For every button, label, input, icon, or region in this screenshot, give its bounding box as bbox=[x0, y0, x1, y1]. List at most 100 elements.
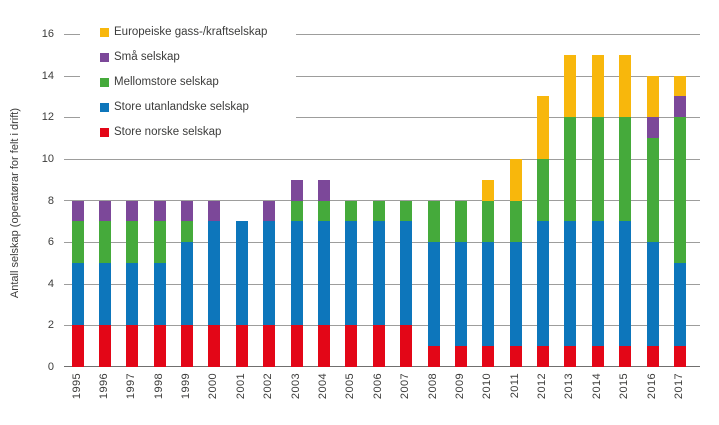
x-tick-label-2009: 2009 bbox=[454, 373, 466, 400]
gridline-y16 bbox=[64, 34, 700, 35]
bar-segment-2014 bbox=[592, 54, 604, 118]
bar-segment-2005 bbox=[345, 200, 357, 222]
bar-segment-1999 bbox=[181, 242, 193, 326]
bar-segment-2015 bbox=[619, 221, 631, 347]
bar-segment-2014 bbox=[592, 346, 604, 367]
x-tick-label-2002: 2002 bbox=[262, 373, 274, 400]
x-tick-label-2012: 2012 bbox=[536, 373, 548, 400]
bar-segment-1998 bbox=[154, 325, 166, 367]
x-tick-label-2003: 2003 bbox=[290, 373, 302, 400]
bar-segment-1999 bbox=[181, 221, 193, 243]
bar-segment-2007 bbox=[400, 200, 412, 222]
bar-1995 bbox=[72, 200, 84, 367]
y-tick-label-4: 4 bbox=[47, 278, 54, 290]
bar-segment-2017 bbox=[674, 75, 686, 97]
bar-segment-2003 bbox=[291, 221, 303, 326]
bar-2003 bbox=[291, 179, 303, 367]
bar-2007 bbox=[400, 200, 412, 367]
bar-segment-2012 bbox=[537, 96, 549, 159]
bar-segment-2009 bbox=[455, 242, 467, 347]
bar-segment-2016 bbox=[647, 346, 659, 367]
x-tick-label-2010: 2010 bbox=[481, 373, 493, 400]
y-tick-label-14: 14 bbox=[41, 70, 54, 82]
y-tick-label-0: 0 bbox=[47, 361, 54, 373]
bar-2011 bbox=[510, 158, 522, 367]
bar-segment-2017 bbox=[674, 96, 686, 118]
bar-segment-1996 bbox=[99, 200, 111, 222]
bar-segment-2013 bbox=[564, 221, 576, 347]
bar-segment-2000 bbox=[208, 200, 220, 222]
bar-segment-1998 bbox=[154, 221, 166, 263]
bar-segment-1997 bbox=[126, 221, 138, 263]
legend-label: Europeiske gass-/kraftselskap bbox=[114, 26, 268, 38]
bar-segment-2012 bbox=[537, 158, 549, 222]
bar-segment-2013 bbox=[564, 346, 576, 367]
bar-segment-2004 bbox=[318, 179, 330, 201]
bar-segment-2010 bbox=[482, 179, 494, 201]
bar-segment-1996 bbox=[99, 262, 111, 326]
bar-segment-2012 bbox=[537, 221, 549, 347]
x-tick-label-2008: 2008 bbox=[427, 373, 439, 400]
bar-segment-2008 bbox=[428, 346, 440, 367]
y-tick-label-16: 16 bbox=[41, 28, 54, 40]
y-tick-label-10: 10 bbox=[41, 153, 54, 165]
bar-2016 bbox=[647, 75, 659, 367]
bar-segment-2011 bbox=[510, 200, 522, 243]
bar-segment-1995 bbox=[72, 325, 84, 367]
bar-segment-2010 bbox=[482, 346, 494, 367]
bar-segment-2004 bbox=[318, 325, 330, 367]
bar-segment-1996 bbox=[99, 221, 111, 263]
bar-2005 bbox=[345, 200, 357, 367]
bar-segment-1999 bbox=[181, 325, 193, 367]
legend-label: Store norske selskap bbox=[114, 126, 222, 138]
x-tick-label-2005: 2005 bbox=[344, 373, 356, 400]
bar-segment-2009 bbox=[455, 200, 467, 243]
bar-segment-2011 bbox=[510, 158, 522, 201]
y-tick-label-8: 8 bbox=[47, 195, 54, 207]
x-tick-label-1998: 1998 bbox=[153, 373, 165, 400]
bar-segment-2015 bbox=[619, 54, 631, 118]
bar-segment-2011 bbox=[510, 242, 522, 347]
bar-segment-2000 bbox=[208, 221, 220, 326]
x-tick-label-1999: 1999 bbox=[180, 373, 192, 400]
legend-swatch-icon bbox=[100, 28, 109, 37]
bar-segment-1997 bbox=[126, 325, 138, 367]
legend-label: Små selskap bbox=[114, 51, 180, 63]
bar-segment-2006 bbox=[373, 200, 385, 222]
bar-segment-2012 bbox=[537, 346, 549, 367]
bar-segment-2002 bbox=[263, 200, 275, 222]
bar-2017 bbox=[674, 75, 686, 367]
legend-swatch-icon bbox=[100, 53, 109, 62]
x-tick-label-2015: 2015 bbox=[618, 373, 630, 400]
bar-2009 bbox=[455, 200, 467, 367]
y-tick-label-6: 6 bbox=[47, 236, 54, 248]
bar-2008 bbox=[428, 200, 440, 367]
bar-2012 bbox=[537, 96, 549, 367]
bar-2001 bbox=[236, 221, 248, 367]
bar-segment-2016 bbox=[647, 242, 659, 347]
bar-segment-2011 bbox=[510, 346, 522, 367]
bar-segment-2003 bbox=[291, 179, 303, 201]
bar-segment-2006 bbox=[373, 325, 385, 367]
plot-area bbox=[64, 34, 700, 367]
bar-segment-2003 bbox=[291, 200, 303, 222]
bar-segment-2010 bbox=[482, 242, 494, 347]
legend-item: Små selskap bbox=[100, 45, 296, 70]
bar-segment-1997 bbox=[126, 262, 138, 326]
x-tick-label-2014: 2014 bbox=[591, 373, 603, 400]
bar-1997 bbox=[126, 200, 138, 367]
bar-segment-2017 bbox=[674, 262, 686, 347]
bar-segment-2002 bbox=[263, 325, 275, 367]
x-tick-label-2013: 2013 bbox=[563, 373, 575, 400]
bar-segment-2006 bbox=[373, 221, 385, 326]
legend-swatch-icon bbox=[100, 103, 109, 112]
bar-2000 bbox=[208, 200, 220, 367]
bar-2004 bbox=[318, 179, 330, 367]
bar-segment-1997 bbox=[126, 200, 138, 222]
x-tick-label-1995: 1995 bbox=[71, 373, 83, 400]
bar-segment-1996 bbox=[99, 325, 111, 367]
legend-item: Europeiske gass-/kraftselskap bbox=[100, 20, 296, 45]
legend-label: Mellomstore selskap bbox=[114, 76, 219, 88]
bar-segment-2001 bbox=[236, 221, 248, 326]
